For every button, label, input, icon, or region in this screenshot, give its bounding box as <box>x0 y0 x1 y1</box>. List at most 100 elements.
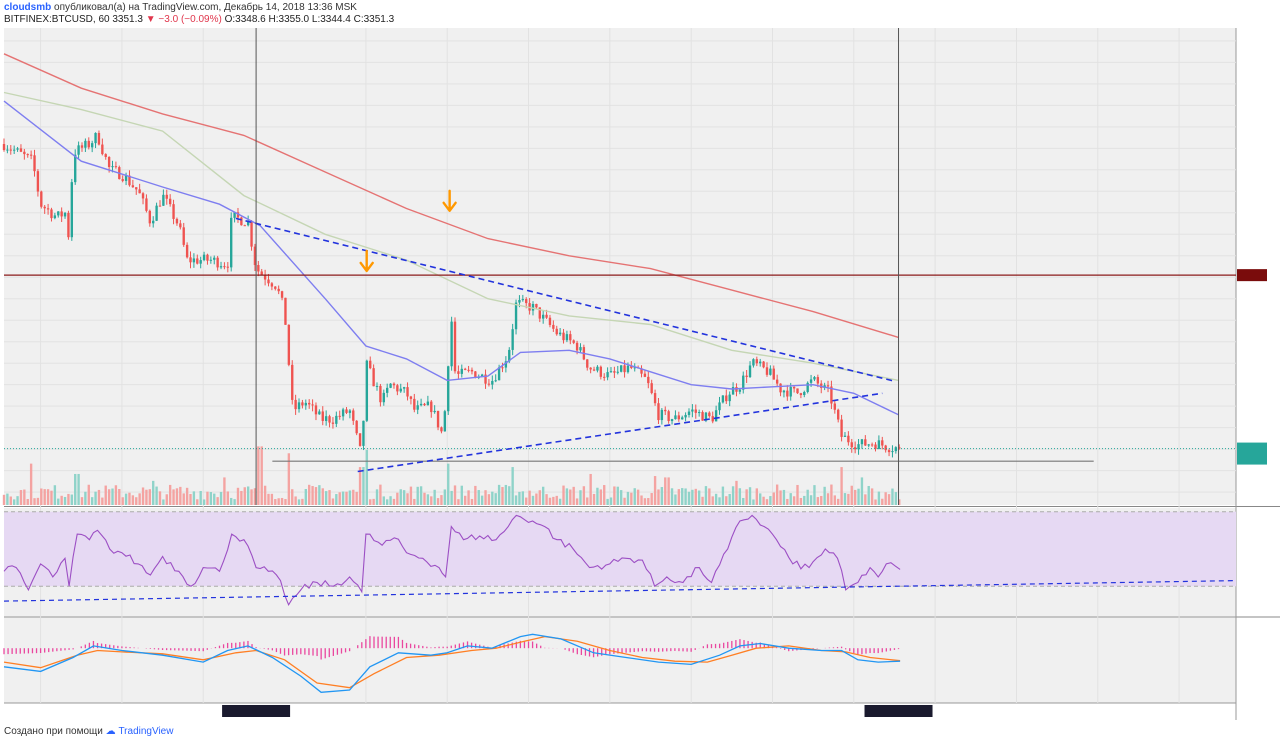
candle-body <box>60 211 63 217</box>
candle-body <box>202 254 206 261</box>
volume-bar <box>877 491 881 505</box>
candle-body <box>745 375 748 378</box>
candle-body <box>765 367 769 375</box>
volume-bar <box>355 491 358 505</box>
candle-body <box>599 366 603 377</box>
volume-bar <box>792 496 796 505</box>
candle-body <box>294 399 297 410</box>
volume-bar <box>813 485 816 505</box>
macd-signal-line <box>3 635 901 689</box>
volume-bar <box>494 493 497 505</box>
volume-bar <box>497 484 501 505</box>
volume-bar <box>230 497 233 505</box>
volume-bar <box>430 496 433 505</box>
footer: Создано при помощи ☁ TradingView <box>4 726 173 737</box>
candle-body <box>63 212 67 217</box>
down-triangle-icon: ▼ <box>145 14 156 25</box>
volume-bar <box>104 485 107 505</box>
volume-bar <box>626 491 630 505</box>
candle-body <box>318 411 321 415</box>
candle-body <box>23 151 26 155</box>
candle-body <box>2 144 6 151</box>
candle-body <box>877 440 881 449</box>
author-name[interactable]: cloudsmb <box>4 2 52 13</box>
candle-body <box>155 205 158 221</box>
volume-bar <box>538 490 541 505</box>
volume-bar <box>460 485 463 505</box>
volume-bar <box>691 489 694 505</box>
candle-body <box>501 367 504 369</box>
candle-body <box>389 383 392 388</box>
candle-body <box>667 411 670 422</box>
volume-bar <box>759 493 762 505</box>
candle-body <box>135 187 138 190</box>
volume-bar <box>853 489 857 505</box>
candle-body <box>864 439 867 446</box>
candle-body <box>399 388 402 392</box>
volume-bar <box>501 487 504 505</box>
volume-bar <box>711 496 714 505</box>
volume-bar <box>372 498 375 505</box>
candle-body <box>809 379 813 383</box>
volume-bar <box>660 487 664 505</box>
volume-bar <box>843 493 847 505</box>
volume-bar <box>375 489 379 505</box>
candle-body <box>870 444 874 446</box>
volume-bar <box>681 488 684 505</box>
volume-bar <box>697 490 701 505</box>
candle-body <box>46 208 50 210</box>
symbol-name: BITFINEX:BTCUSD, 60 <box>4 14 110 25</box>
brand-link[interactable]: TradingView <box>118 726 174 737</box>
volume-bar <box>179 486 182 505</box>
tradingview-logo-icon: ☁ <box>105 726 116 737</box>
candle-body <box>470 369 474 372</box>
candle-body <box>77 145 80 155</box>
candle-body <box>301 402 304 406</box>
volume-bar <box>362 467 365 505</box>
volume-bar <box>664 477 667 505</box>
candle-body <box>182 227 185 245</box>
volume-bar <box>575 498 579 505</box>
candle-body <box>409 396 413 399</box>
candle-body <box>684 414 687 418</box>
volume-bar <box>12 499 16 505</box>
volume-bar <box>450 490 453 505</box>
volume-bar <box>43 489 46 505</box>
volume-bar <box>29 463 33 505</box>
candle-body <box>219 266 223 268</box>
candle-body <box>670 419 674 422</box>
candle-body <box>284 297 287 325</box>
candle-body <box>362 420 365 446</box>
volume-bar <box>189 494 192 505</box>
volume-bar <box>467 490 470 505</box>
candle-body <box>453 321 457 372</box>
volume-bar <box>782 489 786 505</box>
candle-body <box>484 374 487 384</box>
volume-bar <box>257 446 260 505</box>
volume-bar <box>399 489 402 505</box>
volume-bar <box>416 486 419 505</box>
candle-body <box>497 367 501 381</box>
candle-body <box>141 193 145 199</box>
volume-bar <box>185 487 189 505</box>
candle-body <box>511 329 514 350</box>
last-price-badge <box>1237 442 1267 465</box>
candle-body <box>84 140 87 148</box>
candle-body <box>613 371 616 373</box>
candle-body <box>853 447 857 450</box>
candle-body <box>314 405 318 415</box>
candle-body <box>755 359 758 364</box>
candle-body <box>592 369 596 371</box>
volume-bar <box>592 493 596 505</box>
volume-bar <box>321 488 324 505</box>
candle-body <box>206 254 209 261</box>
volume-bar <box>779 490 782 505</box>
volume-bar <box>141 487 145 505</box>
volume-bar <box>145 489 148 505</box>
volume-bar <box>318 485 321 505</box>
candle-body <box>430 401 433 413</box>
candle-body <box>847 435 850 443</box>
candle-body <box>413 398 416 410</box>
volume-bar <box>775 484 779 505</box>
